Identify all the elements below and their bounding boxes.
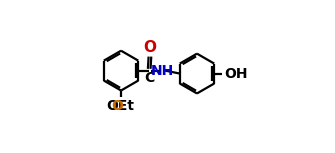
Text: NH: NH [150, 64, 174, 78]
Text: OH: OH [224, 67, 247, 80]
Text: O: O [112, 99, 124, 113]
Text: OEt: OEt [106, 99, 134, 113]
Text: O: O [144, 40, 156, 55]
Text: C: C [144, 71, 154, 85]
